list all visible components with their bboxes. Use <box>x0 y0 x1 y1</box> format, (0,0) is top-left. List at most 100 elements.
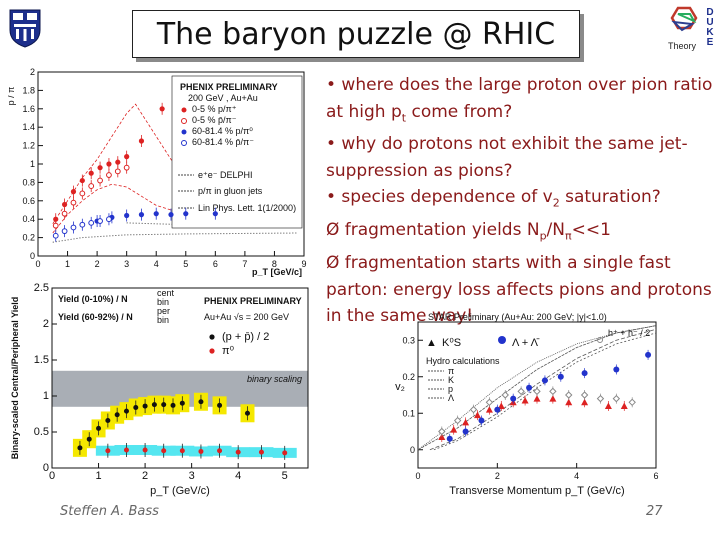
legend-line: Yield (60-92%) / N <box>58 312 133 322</box>
footer-author: Steffen A. Bass <box>60 504 159 519</box>
y-axis-label: v₂ <box>395 381 405 393</box>
hydro-legend-entry: K <box>448 375 454 385</box>
x-tick-label: 4 <box>154 259 159 269</box>
model-curve <box>52 232 299 243</box>
bullet-marker: Ø <box>326 253 340 274</box>
data-point <box>565 398 573 406</box>
data-point <box>138 212 145 218</box>
x-tick-label: 1 <box>95 470 101 482</box>
x-tick-label: 0 <box>35 259 40 269</box>
bullet-text: why do protons not exhibit the same jet-… <box>326 134 688 181</box>
data-point <box>462 428 469 435</box>
data-point <box>52 222 59 229</box>
svg-text:D: D <box>706 7 713 18</box>
data-point <box>133 405 139 411</box>
data-point <box>462 418 470 426</box>
y-tick-label: 0.2 <box>402 372 415 382</box>
y-tick-label: 1 <box>43 390 49 402</box>
x-tick-label: 9 <box>301 259 306 269</box>
y-tick-label: 0.6 <box>22 196 35 206</box>
data-point <box>620 402 628 409</box>
y-tick-label: 0.4 <box>22 214 35 224</box>
data-point <box>581 398 589 406</box>
data-point <box>497 402 505 409</box>
bullet-text: where does the large proton over pion ra… <box>326 75 713 122</box>
legend-subscript: bin <box>157 315 169 325</box>
legend-box <box>171 75 303 229</box>
bullet-item: • where does the large proton over pion … <box>326 72 716 131</box>
legend-entry: (p + p̄) / 2 <box>222 331 269 343</box>
x-tick-label: 4 <box>574 471 579 481</box>
legend-title: PHENIX PRELIMINARY <box>180 82 278 92</box>
legend-marker <box>181 118 187 124</box>
data-point <box>474 411 481 419</box>
y-tick-label: 1 <box>30 159 35 169</box>
legend-entry: 60-81.4 % p̄/π⁻ <box>192 137 254 147</box>
model-curve <box>52 103 192 225</box>
data-point <box>70 189 77 195</box>
data-point <box>549 395 557 402</box>
y-tick-label: 0.2 <box>22 233 35 243</box>
bullet-marker: • <box>326 187 337 208</box>
bullet-text: /N <box>546 220 565 241</box>
data-point <box>106 216 112 223</box>
y-tick-label: 1.6 <box>22 104 35 114</box>
x-tick-label: 5 <box>282 470 288 482</box>
data-point <box>244 410 250 416</box>
data-point <box>88 170 94 176</box>
data-point <box>596 394 605 403</box>
bullet-item: • why do protons not exhibit the same je… <box>326 131 716 184</box>
binary-scaled-yield-chart: binary scaling 0 1 2 3 4 5 0 0.5 1 1.5 2 2.5 Binary-s… <box>10 282 309 497</box>
data-point <box>161 402 167 408</box>
data-point <box>613 366 620 373</box>
bullet-text: come from? <box>406 101 513 122</box>
bullet-text: saturation? <box>559 187 661 208</box>
v2-chart: 0 2 4 6 0 0.1 0.2 0.3 STAR Preliminary (Au+Au: 2… <box>395 312 658 497</box>
data-point <box>52 232 59 239</box>
svg-text:E: E <box>707 37 714 48</box>
university-crest-logo <box>8 8 42 48</box>
data-point <box>485 406 493 413</box>
data-point <box>628 398 636 407</box>
data-point <box>70 199 77 206</box>
svg-text:U: U <box>706 17 713 28</box>
y-tick-label: 0.3 <box>402 335 415 345</box>
y-tick-label: 0 <box>43 462 49 474</box>
svg-text:K: K <box>706 27 714 38</box>
data-point <box>138 138 145 144</box>
data-point <box>450 426 458 433</box>
data-point <box>79 190 86 197</box>
data-point <box>565 391 573 399</box>
legend-entry: Λ + Λ̄ <box>512 337 540 349</box>
y-tick-label: 0 <box>410 445 415 455</box>
bullet-subscript: t <box>401 110 407 124</box>
page-number: 27 <box>646 504 663 519</box>
hydro-legend-entry: Λ <box>448 393 454 403</box>
data-point <box>88 219 95 226</box>
data-point <box>97 218 103 224</box>
data-point <box>168 212 174 218</box>
legend-marker <box>209 334 215 340</box>
x-tick-label: 6 <box>653 471 658 481</box>
legend-entry: 0-5 % p̄/π⁻ <box>192 115 237 125</box>
data-point <box>53 216 59 222</box>
data-point <box>106 161 112 167</box>
data-point <box>645 351 652 358</box>
plot-frame <box>51 287 309 469</box>
data-point <box>198 448 204 454</box>
data-point <box>258 449 264 455</box>
plot-frame <box>417 321 657 469</box>
data-point <box>97 177 103 184</box>
x-tick-label: 2 <box>95 259 100 269</box>
data-point <box>533 395 541 402</box>
hydro-curve <box>417 325 657 451</box>
x-tick-label: 0 <box>415 471 420 481</box>
bullet-text: species dependence of v <box>336 187 553 208</box>
data-point <box>438 427 446 436</box>
data-point <box>581 370 588 377</box>
data-point <box>217 448 223 454</box>
y-tick-label: 0.8 <box>22 177 35 187</box>
legend-marker <box>181 140 187 146</box>
x-axis-label: Transverse Momentum p_T (GeV/c) <box>449 485 624 497</box>
slide-title: The baryon puzzle @ RHIC <box>132 10 580 58</box>
